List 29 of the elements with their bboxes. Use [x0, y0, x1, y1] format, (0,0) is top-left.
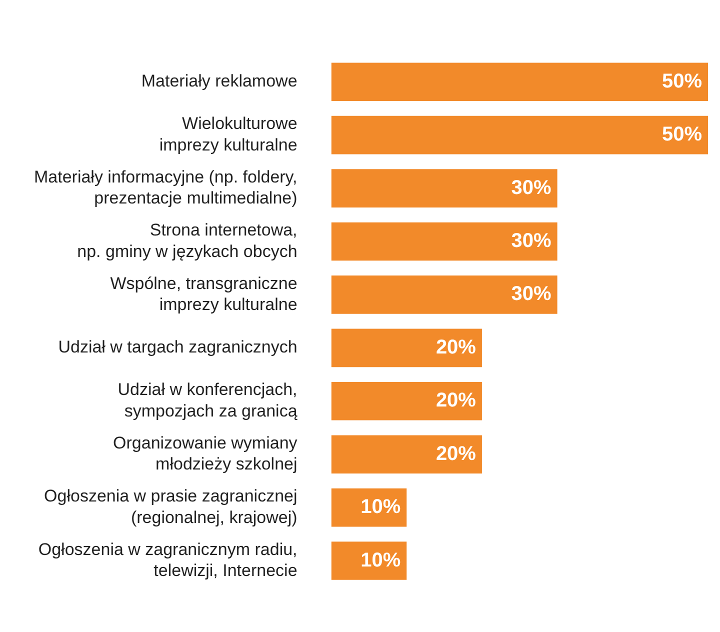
y-tick-label: Udział w targach zagranicznych	[58, 338, 298, 357]
y-tick-label: Wspólne, transgraniczne imprezy kulturalne	[110, 274, 298, 314]
bar	[331, 435, 482, 474]
bar	[331, 328, 482, 368]
y-tick-label: Wielokulturowe imprezy kulturalne	[159, 114, 298, 154]
bar	[331, 169, 558, 208]
y-tick-label: Materiały informacyjne (np. foldery, prezentacje multimedialne)	[34, 167, 298, 208]
bar	[331, 116, 708, 154]
data-label: 10%	[360, 549, 401, 572]
data-label: 50%	[662, 124, 702, 146]
bar	[331, 276, 558, 314]
y-tick-label: Ogłoszenia w prasie zagranicznej (regionalnej, krajowej)	[44, 486, 298, 527]
bar	[331, 382, 482, 420]
data-label: 50%	[662, 70, 702, 92]
data-label: 20%	[436, 390, 476, 412]
data-label: 10%	[360, 496, 401, 518]
data-label: 20%	[436, 442, 476, 465]
y-tick-label: Udział w konferencjach, sympozjach za granicą	[118, 380, 298, 420]
y-tick-label: Ogłoszenia w zagranicznym radiu, telewizji, Internecie	[38, 540, 298, 580]
bar	[331, 222, 558, 261]
y-tick-label: Organizowanie wymiany młodzieży szkolnej	[113, 433, 298, 474]
data-label: 30%	[511, 230, 552, 252]
y-tick-label: Materiały reklamowe	[141, 72, 298, 91]
data-label: 30%	[511, 283, 552, 306]
bar	[331, 62, 708, 102]
data-label: 20%	[436, 336, 476, 358]
y-tick-label: Strona internetowa, np. gminy w językach obcych	[77, 220, 298, 261]
bar	[331, 542, 407, 580]
data-label: 30%	[511, 176, 552, 199]
